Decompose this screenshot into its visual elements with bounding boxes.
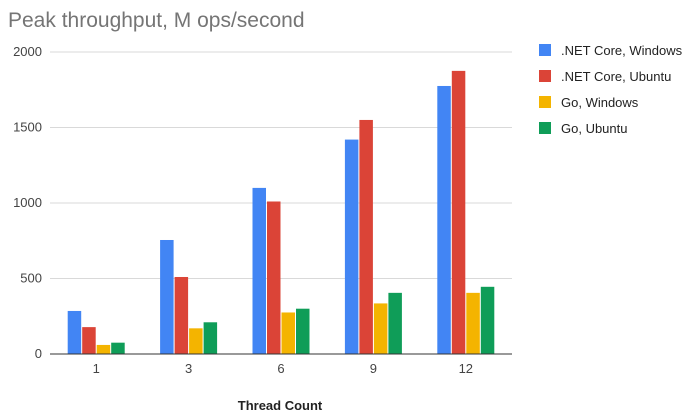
bar — [174, 276, 189, 354]
y-tick-label: 500 — [20, 271, 42, 286]
legend-label: Go, Windows — [561, 95, 639, 110]
bar — [252, 187, 266, 354]
legend-swatch — [539, 44, 551, 56]
bar — [67, 310, 82, 354]
x-tick-label: 6 — [277, 361, 284, 376]
x-tick-label: 9 — [370, 361, 377, 376]
x-axis-title: Thread Count — [238, 398, 323, 413]
legend-swatch — [539, 70, 551, 82]
gridlines — [50, 51, 512, 279]
bar — [160, 239, 174, 354]
bar — [480, 286, 495, 354]
bar — [451, 70, 466, 354]
y-tick-label: 1000 — [13, 195, 42, 210]
legend-label: Go, Ubuntu — [561, 121, 628, 136]
chart-title: Peak throughput, M ops/second — [8, 9, 305, 32]
bar — [344, 139, 359, 354]
y-axis-ticks: 0 500 1000 1500 2000 — [13, 44, 42, 361]
y-tick-label: 0 — [35, 346, 42, 361]
bar — [189, 328, 203, 354]
bar — [82, 327, 96, 354]
bars — [67, 70, 495, 354]
legend: .NET Core, Windows .NET Core, Ubuntu Go, W… — [539, 43, 683, 136]
bar — [437, 85, 451, 354]
bar — [111, 342, 125, 354]
legend-swatch — [539, 122, 551, 134]
x-tick-label: 12 — [459, 361, 473, 376]
legend-swatch — [539, 96, 551, 108]
bar — [296, 308, 310, 354]
bar — [203, 322, 218, 354]
bar — [373, 303, 388, 354]
bar — [96, 344, 111, 354]
bar — [359, 119, 373, 354]
y-tick-label: 2000 — [13, 44, 42, 59]
legend-label: .NET Core, Ubuntu — [561, 69, 671, 84]
x-axis-ticks: 1 3 6 9 12 — [93, 361, 473, 376]
x-tick-label: 3 — [185, 361, 192, 376]
bar — [388, 292, 402, 354]
bar — [267, 201, 281, 354]
y-tick-label: 1500 — [13, 120, 42, 135]
bar — [281, 312, 295, 354]
bar — [466, 292, 480, 354]
legend-label: .NET Core, Windows — [561, 43, 683, 58]
x-tick-label: 1 — [93, 361, 100, 376]
